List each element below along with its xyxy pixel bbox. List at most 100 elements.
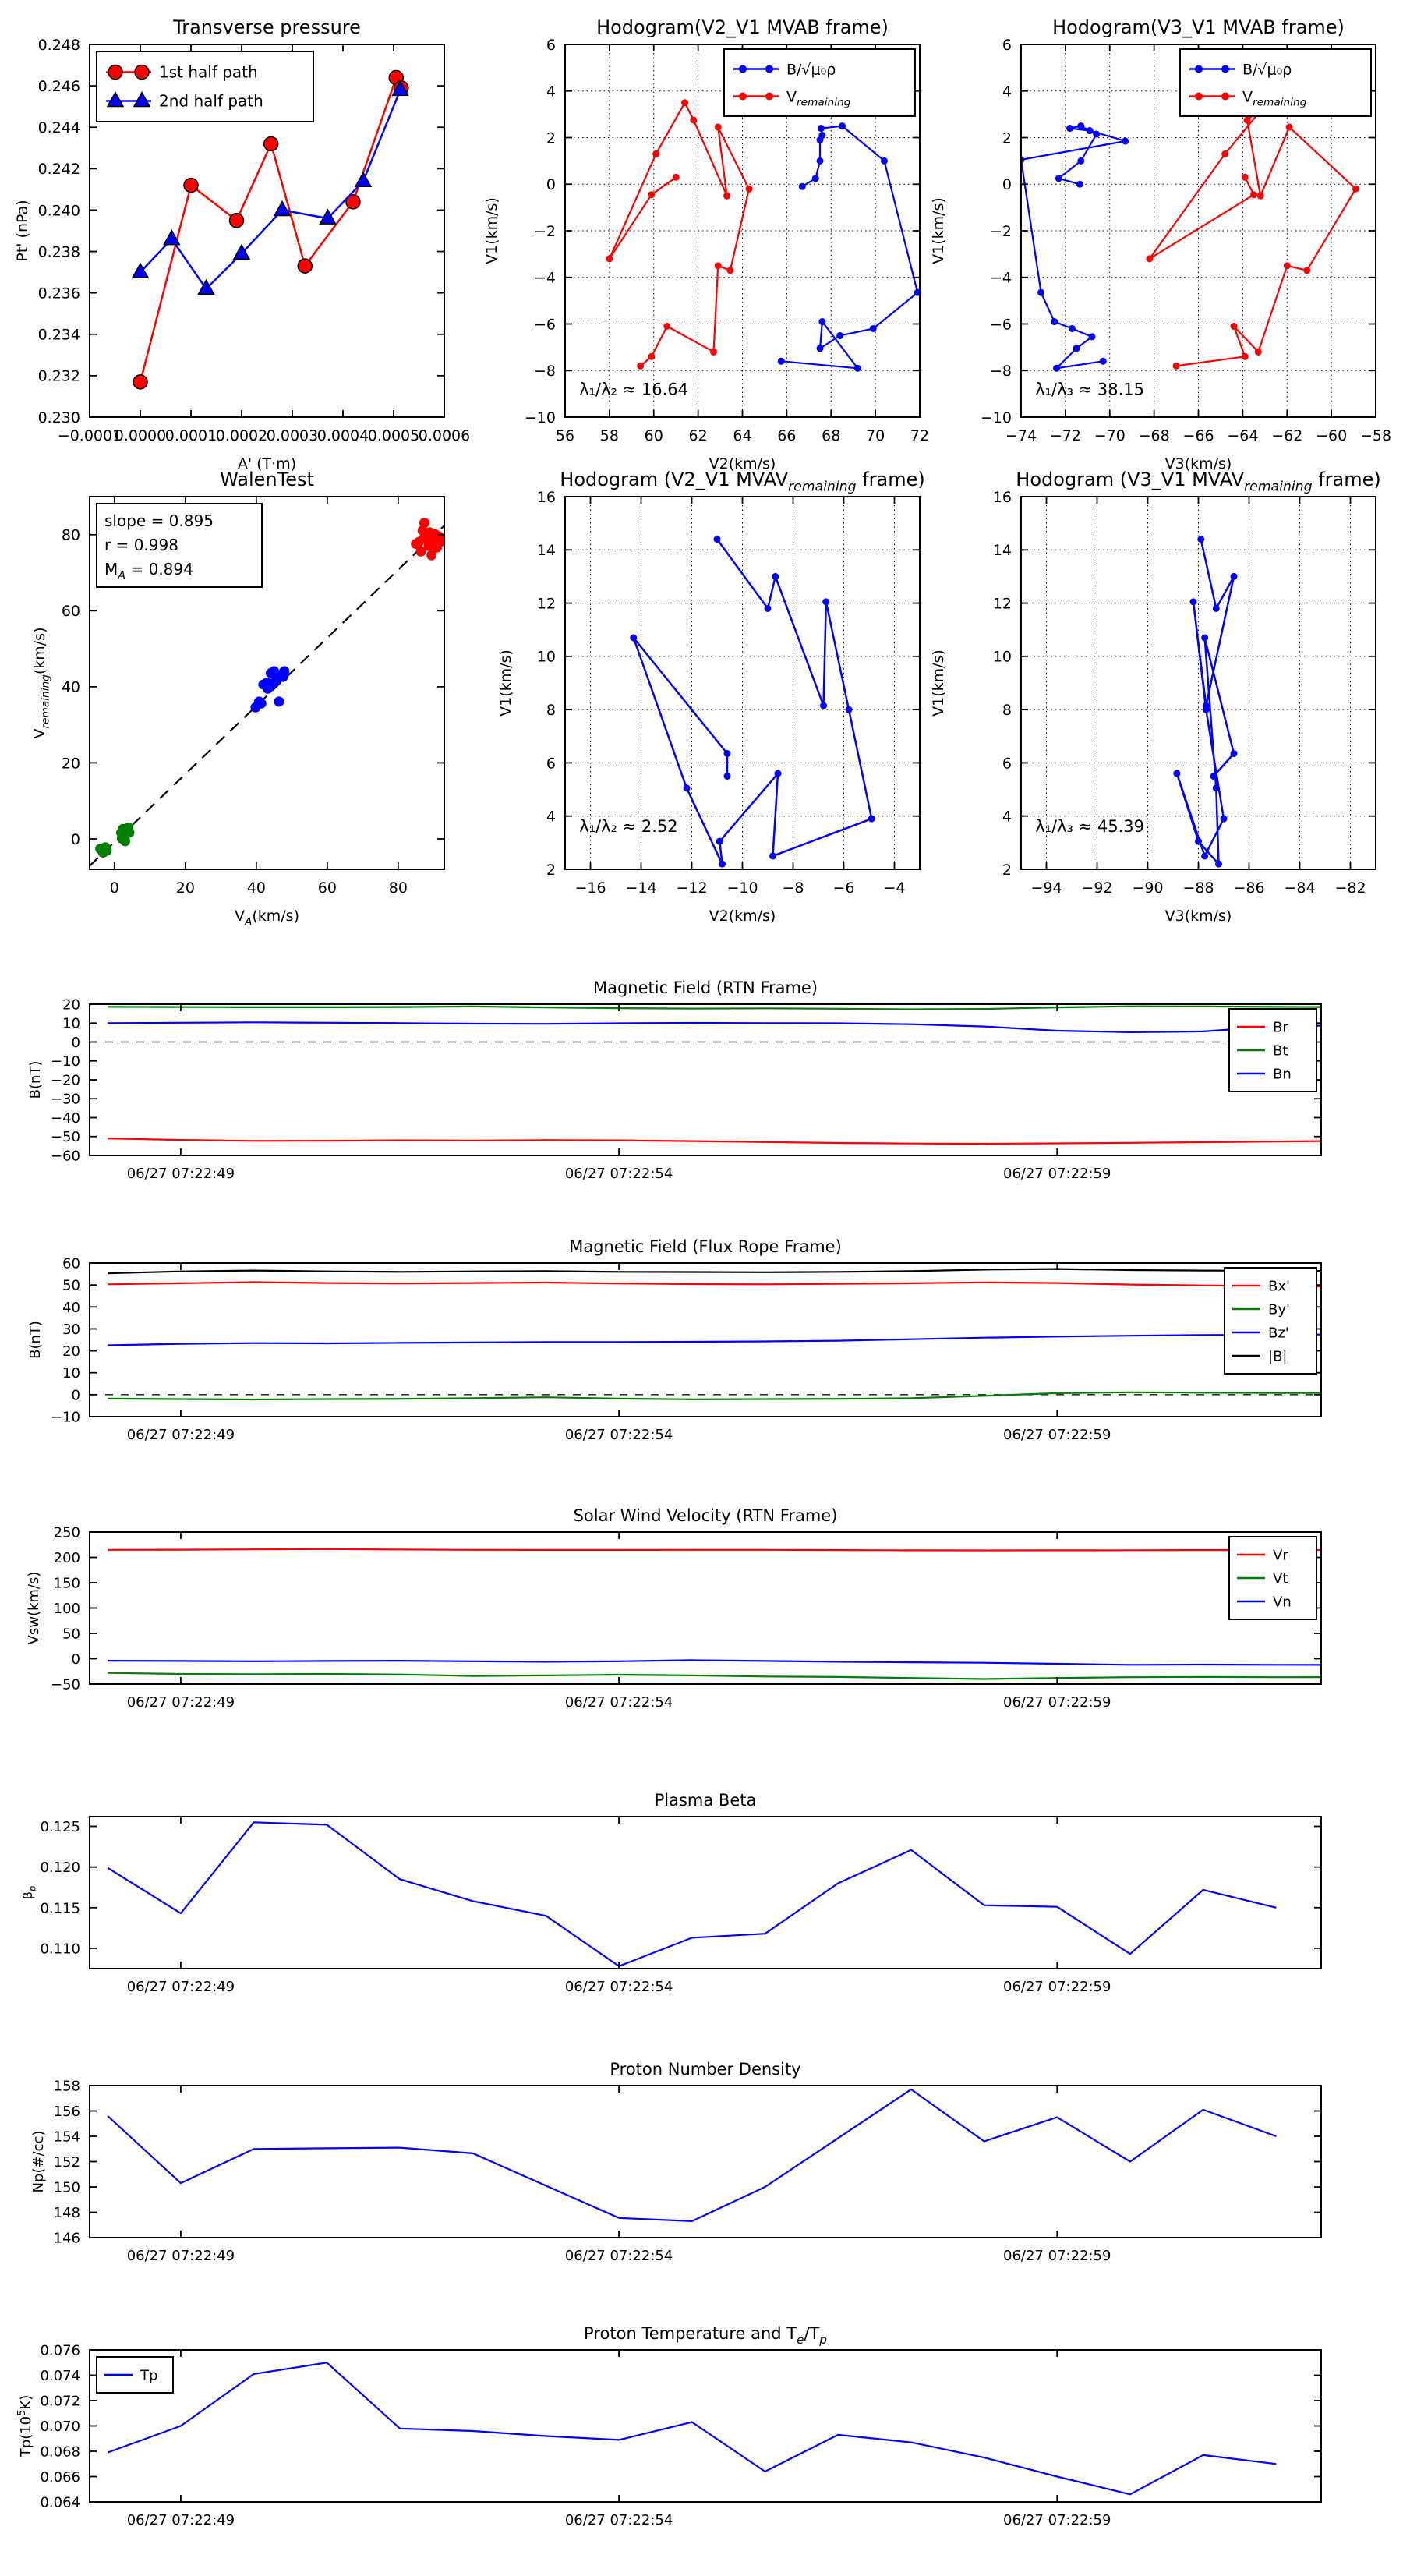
hodogram-v3v1-mvav-xtick-label: −82 xyxy=(1334,879,1366,897)
proton-density-ytick-label: 148 xyxy=(54,2205,80,2221)
b-rtn-legend-label: Bn xyxy=(1273,1066,1292,1082)
b-fluxrope-legend-label: Bz' xyxy=(1268,1325,1289,1341)
b-fluxrope-series-group xyxy=(108,1268,1321,1401)
b-rtn-title: Magnetic Field (RTN Frame) xyxy=(593,978,818,997)
hodogram-v2v1-mvab-ytick-label: −8 xyxy=(534,363,556,380)
hodogram-v2v1-mvav-series-0-marker xyxy=(723,749,731,757)
hodogram-v3v1-mvab-series-0-marker xyxy=(1073,345,1080,352)
proton-density-xtick-label: 06/27 07:22:49 xyxy=(127,2248,235,2264)
hodogram-v3v1-mvab-series-1-marker xyxy=(1241,352,1249,360)
b-fluxrope-series-2-line xyxy=(108,1333,1321,1346)
b-fluxrope-xtick-label: 06/27 07:22:54 xyxy=(565,1427,673,1443)
hodogram-v3v1-mvab-series-1-marker xyxy=(1254,348,1262,356)
hodogram-v3v1-mvab-series-0-line xyxy=(1021,125,1126,370)
hodogram-v2v1-mvab-series-0-marker xyxy=(798,182,806,190)
b-fluxrope-title: Magnetic Field (Flux Rope Frame) xyxy=(569,1237,842,1256)
b-rtn-series-2-line xyxy=(108,1021,1321,1033)
walen-test-xtick-label: 80 xyxy=(389,879,408,897)
hodogram-v3v1-mvab-series-1-marker xyxy=(1250,191,1258,199)
hodogram-v3v1-mvav-ytick-label: 8 xyxy=(1002,702,1012,719)
vsw-rtn-xtick-label: 06/27 07:22:54 xyxy=(565,1694,673,1711)
walen-test-ylabel: Vremaining(km/s) xyxy=(31,628,51,739)
hodogram-v2v1-mvab-series-0-marker xyxy=(881,157,888,165)
proton-density-ytick-label: 156 xyxy=(54,2104,80,2120)
proton-temp-xtick-label: 06/27 07:22:49 xyxy=(127,2512,235,2528)
proton-temp-ytick-label: 0.072 xyxy=(40,2393,80,2409)
transverse-pressure-series-1-marker xyxy=(197,278,215,295)
hodogram-v2v1-mvav-series-0-marker xyxy=(822,598,830,606)
hodogram-v2v1-mvab-ytick-label: 2 xyxy=(546,129,556,147)
b-rtn-ytick-label: 0 xyxy=(72,1035,80,1051)
transverse-pressure-legend-marker xyxy=(133,90,151,108)
b-fluxrope-legend: Bx' By' Bz' |B| xyxy=(1224,1267,1317,1375)
vsw-rtn-ytick-label: 50 xyxy=(62,1626,80,1642)
hodogram-v2v1-mvab-xtick-label: 72 xyxy=(910,427,929,444)
hodogram-v2v1-mvav-ytick-label: 16 xyxy=(537,489,556,506)
proton-density-xtick-label: 06/27 07:22:54 xyxy=(565,2248,673,2264)
transverse-pressure-ytick-label: 0.232 xyxy=(38,368,80,385)
b-rtn-xtick-label: 06/27 07:22:54 xyxy=(565,1166,673,1182)
hodogram-v2v1-mvav-xtick-label: −4 xyxy=(883,879,905,897)
vsw-rtn-series-group xyxy=(108,1548,1321,1680)
transverse-pressure-ylabel: Pt' (nPa) xyxy=(14,200,31,261)
hodogram-v3v1-mvav-ytick-label: 14 xyxy=(993,542,1012,559)
hodogram-v2v1-mvab-series-0-marker xyxy=(853,364,861,372)
hodogram-v2v1-mvav-ytick-label: 2 xyxy=(546,862,556,879)
hodogram-v3v1-mvab-xtick-label: −64 xyxy=(1227,427,1258,444)
walen-test-ytick-label: 20 xyxy=(62,755,80,772)
hodogram-v2v1-mvab-series-group xyxy=(606,99,920,372)
hodogram-v3v1-mvab-series-1-marker xyxy=(1352,185,1359,193)
transverse-pressure-series-1-marker xyxy=(163,229,181,246)
proton-temp-series-0-line xyxy=(107,2362,1277,2496)
hodogram-v2v1-mvav-series-0-marker xyxy=(723,773,731,780)
proton-temp-legend: Tp xyxy=(96,2356,174,2394)
hodogram-v2v1-mvav-annotation: λ₁/λ₂ ≈ 2.52 xyxy=(579,817,677,836)
transverse-pressure-legend-label: 2nd half path xyxy=(159,92,263,111)
hodogram-v3v1-mvab-series-1-marker xyxy=(1146,255,1154,263)
walen-test-info-box-rect xyxy=(96,503,263,588)
b-rtn-series-1-line xyxy=(108,1005,1321,1010)
b-rtn-series-0-line xyxy=(108,1138,1321,1145)
walen-test-info-line: MA = 0.894 xyxy=(104,560,193,582)
vsw-rtn-legend: Vr Vt Vn xyxy=(1228,1536,1317,1620)
b-fluxrope-xtick-label: 06/27 07:22:49 xyxy=(127,1427,235,1443)
hodogram-v2v1-mvab-legend-marker xyxy=(765,65,773,73)
hodogram-v3v1-mvab-xtick-label: −68 xyxy=(1139,427,1170,444)
proton-density-series-0-line xyxy=(107,2088,1277,2222)
proton-temp-ytick-label: 0.064 xyxy=(40,2494,80,2511)
b-rtn-xtick-label: 06/27 07:22:49 xyxy=(127,1166,235,1182)
walen-test-xtick-label: 40 xyxy=(247,879,266,897)
hodogram-v3v1-mvab-legend: B/√μ₀ρ Vremaining xyxy=(1179,48,1372,117)
hodogram-v2v1-mvab-xtick-label: 60 xyxy=(645,427,663,444)
hodogram-v3v1-mvab-series-0-marker xyxy=(1086,127,1094,135)
proton-temp-xtick-label: 06/27 07:22:59 xyxy=(1003,2512,1111,2528)
b-fluxrope-series-1-line xyxy=(108,1391,1321,1401)
plasma-beta-ytick-label: 0.110 xyxy=(40,1941,80,1957)
transverse-pressure-xtick-label: 0.0005 xyxy=(368,427,419,444)
proton-density-series-group xyxy=(107,2088,1277,2222)
transverse-pressure-series-0-marker xyxy=(297,258,313,274)
hodogram-v3v1-mvav-ytick-label: 16 xyxy=(993,489,1012,506)
hodogram-v2v1-mvav-series-0-marker xyxy=(719,860,726,868)
hodogram-v3v1-mvab-series-0-marker xyxy=(1068,324,1076,332)
hodogram-v3v1-mvab-xtick-label: −74 xyxy=(1005,427,1037,444)
hodogram-v3v1-mvab-series-1-marker xyxy=(1221,150,1229,157)
hodogram-v3v1-mvav-series-0-marker xyxy=(1215,860,1222,868)
transverse-pressure-series-group xyxy=(131,69,409,390)
walen-test-xtick-label: 60 xyxy=(318,879,337,897)
chart-b-fluxrope: 06/27 07:22:49 06/27 07:22:54 06/27 07:22:… xyxy=(27,1237,1322,1443)
proton-density-xtick-label: 06/27 07:22:59 xyxy=(1003,2248,1111,2264)
hodogram-v2v1-mvab-legend-label: Vremaining xyxy=(786,88,851,108)
hodogram-v2v1-mvab-series-0-marker xyxy=(777,357,785,365)
hodogram-v3v1-mvab-legend-marker xyxy=(1195,92,1203,101)
hodogram-v2v1-mvav-series-0-marker xyxy=(868,815,875,823)
hodogram-v3v1-mvab-legend-label: Vremaining xyxy=(1242,88,1307,108)
hodogram-v3v1-mvab-legend-marker xyxy=(1221,92,1229,101)
transverse-pressure-legend-label: 1st half path xyxy=(159,63,258,82)
b-fluxrope-legend-label: Bx' xyxy=(1268,1278,1290,1294)
transverse-pressure-ytick-label: 0.242 xyxy=(38,161,80,178)
vsw-rtn-ytick-label: 200 xyxy=(54,1550,80,1566)
hodogram-v3v1-mvab-series-0-marker xyxy=(1021,156,1025,164)
hodogram-v2v1-mvab-ytick-label: 0 xyxy=(546,176,556,193)
